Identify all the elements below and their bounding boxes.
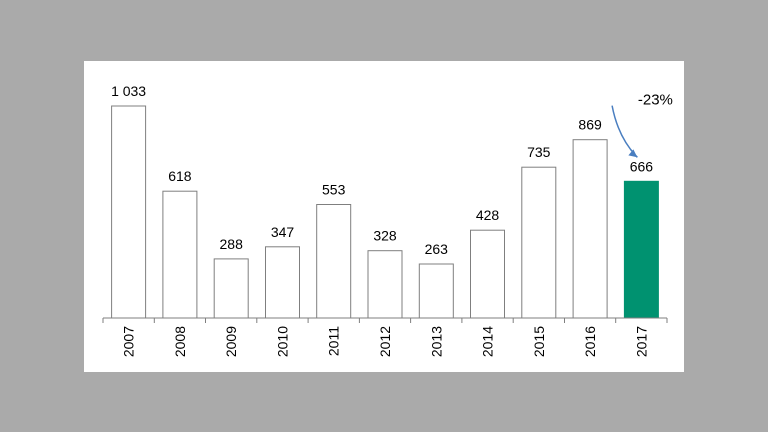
value-label-2016: 869 <box>578 117 602 133</box>
x-tick-label-2016: 2016 <box>582 326 598 357</box>
bar-2017 <box>623 180 659 319</box>
value-label-2014: 428 <box>476 207 500 223</box>
change-annotation: -23% <box>611 92 673 158</box>
value-label-2012: 328 <box>373 228 397 244</box>
x-tick-label-2013: 2013 <box>428 326 444 357</box>
change-arrow <box>611 105 638 158</box>
value-label-2015: 735 <box>527 144 551 160</box>
bar-2008 <box>162 190 198 319</box>
value-label-2011: 553 <box>322 182 346 198</box>
value-label-2010: 347 <box>271 224 295 240</box>
x-tick-label-2008: 2008 <box>172 326 188 357</box>
x-tick-label-2010: 2010 <box>275 326 291 357</box>
x-tick-label-2007: 2007 <box>121 326 137 357</box>
bar-2016 <box>572 139 608 319</box>
bar-2015 <box>521 166 557 319</box>
x-tick-label-2011: 2011 <box>326 326 342 356</box>
bar-2010 <box>265 246 300 319</box>
bar-2013 <box>418 263 454 319</box>
x-tick-label-2017: 2017 <box>633 326 649 357</box>
value-labels-group: 1 033 618 288 347 553 328 263 428 735 869 666 <box>111 83 653 257</box>
bar-2014 <box>470 229 505 319</box>
value-label-2013: 263 <box>425 241 449 257</box>
bar-2011 <box>316 204 352 319</box>
x-tick-labels-group: 2007 2008 2009 2010 2011 2012 2013 2014 2015 2016… <box>121 326 650 357</box>
x-tick-label-2009: 2009 <box>223 326 239 357</box>
x-axis <box>102 317 668 323</box>
change-arrow-head <box>628 149 638 158</box>
x-tick-label-2012: 2012 <box>377 326 393 357</box>
value-label-2017: 666 <box>630 158 654 174</box>
bar-2007 <box>111 105 147 319</box>
x-tick-label-2014: 2014 <box>480 326 496 357</box>
x-tick-label-2015: 2015 <box>531 326 547 357</box>
bars-group <box>111 105 659 319</box>
bar-2009 <box>213 258 249 319</box>
bar-2012 <box>367 250 403 319</box>
value-label-2007: 1 033 <box>111 83 146 99</box>
value-label-2009: 288 <box>220 236 244 252</box>
value-label-2008: 618 <box>168 168 192 184</box>
change-percent-label: -23% <box>638 92 673 109</box>
